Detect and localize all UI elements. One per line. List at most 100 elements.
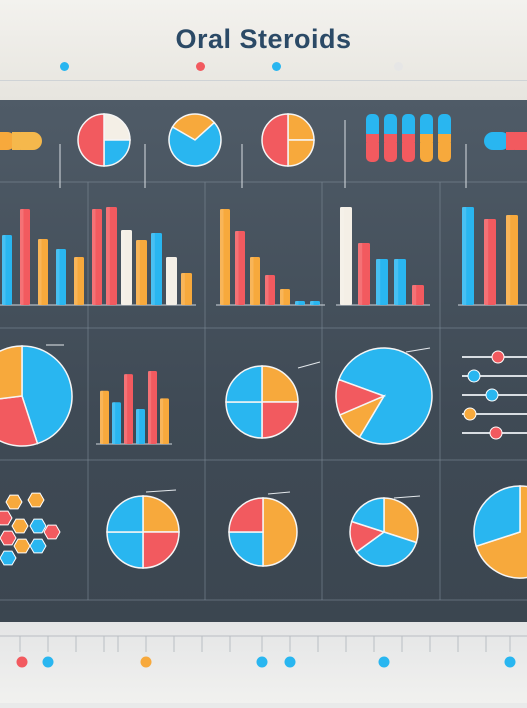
bar [484, 219, 496, 305]
infographic-board [0, 100, 527, 622]
bar-highlight [38, 239, 42, 305]
pill-bottom [402, 138, 415, 162]
bar [56, 249, 66, 305]
pie-chart-5 [228, 497, 298, 567]
bar-highlight [166, 257, 170, 305]
bar [124, 374, 133, 444]
timeline-footer [0, 622, 527, 703]
pill-top [384, 114, 397, 138]
bar [136, 240, 147, 305]
bar-highlight [74, 257, 78, 305]
bar-highlight [295, 301, 299, 305]
bar-highlight [121, 230, 125, 305]
callout-line [393, 495, 421, 499]
bar [250, 257, 260, 305]
bar [92, 209, 102, 305]
bar-highlight [220, 209, 224, 305]
pill-joint [420, 134, 433, 142]
legend-swatch [196, 62, 205, 71]
board-canvas [0, 113, 527, 601]
timeline-dot [284, 656, 296, 668]
slider-knob [489, 426, 503, 440]
page-title: Oral Steroids [175, 24, 352, 54]
pie-icon-1 [77, 113, 131, 167]
bar [462, 207, 474, 305]
pill-top [366, 114, 379, 138]
bar [340, 207, 352, 305]
hexagon [43, 524, 61, 540]
pie-slice [171, 113, 216, 141]
pie-chart-4 [106, 495, 180, 569]
callout-line [145, 489, 177, 493]
bar [412, 285, 424, 305]
timeline-dot [504, 656, 516, 668]
bar [181, 273, 192, 305]
pie-slice [106, 495, 144, 533]
slider-row [462, 407, 527, 421]
bar-highlight [151, 233, 155, 305]
pie-slice [77, 113, 105, 167]
timeline-canvas [0, 635, 527, 668]
slider-row [462, 426, 527, 440]
callout-line [405, 347, 431, 353]
capsule-joint [12, 132, 20, 150]
bar [310, 301, 320, 305]
bar-highlight [106, 207, 110, 305]
bar-highlight [280, 289, 284, 305]
bar-highlight [124, 374, 128, 444]
header-panel: Oral Steroids [0, 0, 527, 100]
timeline-dot [378, 656, 390, 668]
pie-slice [0, 345, 23, 400]
pie-slice [355, 531, 418, 567]
bar-chart-1 [0, 209, 110, 306]
pill-joint [366, 134, 379, 142]
pill-bottom [420, 138, 433, 162]
bar-highlight [394, 259, 399, 305]
hexagon [0, 510, 13, 526]
bar-highlight [412, 285, 417, 305]
legend-item-3 [272, 62, 281, 71]
bar-highlight [310, 301, 314, 305]
bar-highlight [250, 257, 254, 305]
pill-joint [402, 134, 415, 142]
pie-slice [142, 531, 180, 569]
pie-slice [168, 121, 222, 167]
bar [112, 402, 121, 444]
hexagon [27, 492, 45, 508]
pie-slice [225, 365, 263, 403]
pie-icon-3 [261, 113, 315, 167]
header-divider [0, 80, 527, 81]
pie-slice [475, 485, 527, 579]
timeline-dot [256, 656, 268, 668]
pill-top [420, 114, 433, 138]
bar-highlight [358, 243, 363, 305]
legend-item-2 [196, 62, 205, 71]
bar-highlight [136, 240, 140, 305]
pie-chart-6 [349, 497, 419, 567]
legend [0, 62, 527, 76]
hexagon [29, 518, 47, 534]
timeline-dot [140, 656, 152, 668]
legend-item-1 [60, 62, 69, 71]
bar [235, 231, 245, 305]
callout-line [267, 491, 291, 495]
slider-knob [463, 407, 477, 421]
bar [151, 233, 162, 305]
timeline-dot [16, 656, 28, 668]
pie-icon-2 [168, 113, 222, 167]
legend-swatch [272, 62, 281, 71]
hexagon [0, 530, 17, 546]
slider-row [462, 350, 527, 364]
bar [74, 257, 84, 305]
slider-row [462, 369, 527, 383]
slider-knob [485, 388, 499, 402]
bar [148, 371, 157, 444]
slider-knob [467, 369, 481, 383]
hexagon [29, 538, 47, 554]
bar [295, 301, 305, 305]
bar-highlight [148, 371, 152, 444]
bar-highlight [340, 207, 345, 305]
bar [358, 243, 370, 305]
hexagon [0, 550, 17, 566]
bar-highlight [56, 249, 60, 305]
